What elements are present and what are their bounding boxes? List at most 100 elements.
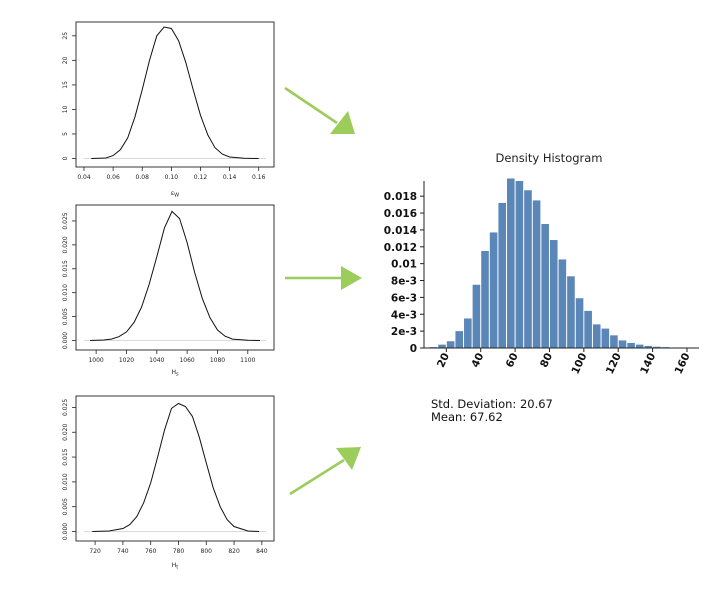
histogram-bar	[455, 331, 464, 348]
x-axis-label: Hs	[171, 369, 179, 378]
y-tick-label: 15	[62, 81, 69, 89]
x-axis-ticks: 20 40 60 80 100 120 140 160	[435, 348, 693, 376]
summary-stats: Std. Deviation: 20.67 Mean: 67.62	[431, 398, 553, 424]
x-tick-label: 1020	[119, 357, 134, 364]
histogram-bar	[627, 342, 635, 348]
x-tick-label: 1060	[179, 357, 194, 364]
x-tick-label: 1040	[149, 357, 164, 364]
y-tick-label: 0.016	[384, 208, 417, 220]
y-tick-label: 0.000	[62, 523, 69, 540]
histogram-bar	[541, 224, 549, 348]
x-tick-label: 40	[469, 351, 486, 369]
x-tick-label: 140	[638, 351, 658, 376]
histogram-bar	[532, 200, 541, 348]
y-tick-label: 0.005	[62, 308, 69, 325]
std-deviation-label: Std. Deviation: 20.67	[431, 397, 553, 411]
arrow-head	[336, 447, 361, 470]
density-histogram: Density Histogram 02e-34e-36e-38e-30.010…	[384, 151, 699, 376]
histogram-bars	[429, 178, 678, 348]
y-axis-ticks: 0.000 0.005 0.010 0.015 0.020 0.025	[62, 399, 76, 540]
y-tick-label: 0.000	[62, 332, 69, 349]
histogram-bar	[515, 181, 524, 348]
y-axis-ticks: 0 2e-3 4e-3 6e-3 8e-3 0.01 0.012 0.014 0.016 0.01…	[384, 191, 424, 355]
y-tick-label: 0.012	[384, 242, 417, 254]
x-tick-label: 1080	[210, 357, 225, 364]
x-axis-label: Ht	[172, 562, 179, 571]
x-tick-label: 0.14	[223, 174, 237, 181]
arrow-top	[284, 86, 355, 134]
histogram-bar	[507, 178, 515, 348]
y-tick-label: 0.025	[62, 212, 69, 229]
histogram-bar	[584, 310, 592, 348]
x-tick-label: 1000	[88, 357, 103, 364]
histogram-bar	[601, 328, 610, 348]
x-tick-label: 100	[569, 351, 589, 376]
x-tick-label: 0.16	[252, 174, 266, 181]
y-tick-label: 4e-3	[391, 309, 417, 321]
y-tick-label: 8e-3	[391, 276, 417, 288]
y-tick-label: 6e-3	[391, 292, 417, 304]
histogram-bar	[472, 284, 481, 348]
x-axis-label: εW	[171, 190, 179, 199]
y-tick-label: 0.020	[62, 424, 69, 441]
histogram-bar	[635, 344, 644, 348]
arrow-shaft	[289, 458, 345, 496]
x-tick-label: 820	[228, 548, 240, 555]
y-tick-label: 0.014	[384, 225, 417, 237]
y-axis-ticks: 0 5 10 15 20 25	[62, 32, 76, 160]
x-tick-label: 0.04	[77, 174, 91, 181]
x-tick-label: 800	[201, 548, 213, 555]
y-tick-label: 20	[62, 56, 69, 64]
x-tick-label: 720	[89, 548, 101, 555]
x-tick-label: 1100	[240, 357, 255, 364]
y-tick-label: 0.018	[384, 191, 417, 203]
density-plot-hs: 0.000 0.005 0.010 0.015 0.020 0.025 1000 1020 1…	[62, 204, 275, 378]
histogram-bar	[575, 298, 584, 348]
density-plot-ht: 0.000 0.005 0.010 0.015 0.020 0.025 720 740 760…	[62, 395, 275, 571]
x-axis-ticks: 0.04 0.06 0.08 0.10 0.12 0.14 0.16	[77, 167, 266, 181]
chart-title: Density Histogram	[495, 151, 602, 165]
histogram-bar	[567, 276, 575, 348]
x-tick-label: 60	[504, 351, 521, 369]
x-tick-label: 0.06	[106, 174, 120, 181]
x-tick-label: 160	[673, 351, 693, 376]
histogram-bar	[592, 324, 601, 348]
y-tick-label: 5	[62, 132, 69, 136]
y-tick-label: 0.010	[62, 473, 69, 490]
y-tick-label: 0	[62, 156, 69, 160]
y-tick-label: 25	[62, 32, 69, 40]
plot-frame	[75, 395, 275, 542]
histogram-bar	[464, 318, 472, 348]
density-curve	[90, 210, 260, 341]
arrow-head	[330, 111, 355, 134]
x-tick-label: 0.12	[194, 174, 208, 181]
y-tick-label: 0.010	[62, 284, 69, 301]
histogram-bar	[481, 251, 489, 348]
histogram-bar	[549, 240, 558, 348]
arrow-shaft	[284, 86, 338, 125]
y-tick-label: 0.005	[62, 498, 69, 515]
histogram-bar	[644, 345, 653, 348]
x-tick-label: 120	[604, 351, 624, 376]
arrow-bottom	[289, 447, 361, 496]
y-tick-label: 10	[62, 105, 69, 113]
y-tick-label: 0.020	[62, 236, 69, 253]
x-tick-label: 20	[435, 351, 452, 369]
x-tick-label: 0.08	[136, 174, 150, 181]
x-tick-label: 760	[145, 548, 157, 555]
x-tick-label: 80	[538, 351, 555, 369]
arrow-middle	[285, 266, 362, 290]
density-curve	[92, 402, 260, 532]
histogram-bar	[524, 190, 532, 348]
arrow-head	[341, 266, 362, 290]
histogram-bar	[446, 341, 455, 348]
y-tick-label: 0.015	[62, 260, 69, 277]
x-tick-label: 0.10	[165, 174, 179, 181]
histogram-bar	[610, 335, 618, 348]
y-tick-label: 0.025	[62, 399, 69, 416]
histogram-bar	[558, 259, 567, 348]
plot-frame	[75, 21, 275, 168]
x-axis-ticks: 720 740 760 780 800 820 840	[89, 541, 268, 555]
